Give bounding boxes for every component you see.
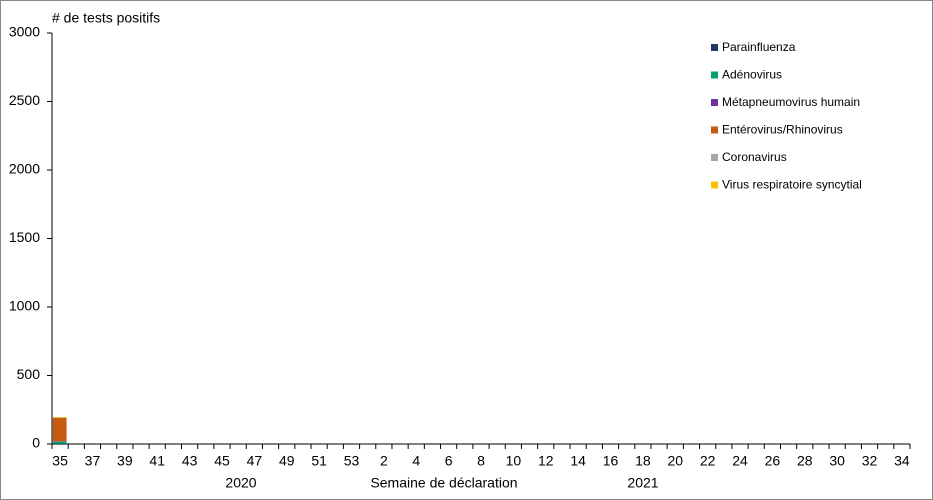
x-tick-label: 34 bbox=[894, 453, 910, 469]
x-tick-label: 30 bbox=[829, 453, 845, 469]
legend-label: Entérovirus/Rhinovirus bbox=[722, 123, 843, 137]
x-tick-label: 26 bbox=[765, 453, 781, 469]
x-tick-label: 20 bbox=[667, 453, 683, 469]
legend-label: Virus respiratoire syncytial bbox=[722, 178, 862, 192]
legend-swatch bbox=[711, 44, 718, 51]
x-tick-label: 24 bbox=[732, 453, 748, 469]
y-tick-label: 2000 bbox=[9, 161, 40, 177]
x-tick-label: 35 bbox=[52, 453, 68, 469]
x-axis-title: Semaine de déclaration bbox=[370, 475, 517, 491]
legend-label: Adénovirus bbox=[722, 68, 782, 82]
y-tick-label: 3000 bbox=[9, 24, 40, 40]
y-tick-label: 0 bbox=[32, 435, 40, 451]
x-tick-label: 2 bbox=[380, 453, 388, 469]
y-axis-title: # de tests positifs bbox=[52, 10, 160, 26]
x-tick-label: 32 bbox=[862, 453, 878, 469]
x-tick-label: 53 bbox=[344, 453, 360, 469]
x-tick-label: 51 bbox=[311, 453, 327, 469]
legend-label: Coronavirus bbox=[722, 150, 787, 164]
bar-segment bbox=[52, 417, 67, 418]
x-tick-label: 8 bbox=[477, 453, 485, 469]
x-tick-label: 43 bbox=[182, 453, 198, 469]
legend-swatch bbox=[711, 181, 718, 189]
x-tick-label: 28 bbox=[797, 453, 813, 469]
legend-swatch bbox=[711, 126, 718, 134]
x-tick-label: 39 bbox=[117, 453, 133, 469]
x-tick-label: 49 bbox=[279, 453, 295, 469]
y-tick-label: 2500 bbox=[9, 92, 40, 108]
x-tick-label: 10 bbox=[506, 453, 522, 469]
legend-label: Parainfluenza bbox=[722, 40, 796, 54]
x-tick-label: 6 bbox=[445, 453, 453, 469]
bar-segment bbox=[52, 417, 67, 442]
x-tick-label: 16 bbox=[603, 453, 619, 469]
x-tick-label: 37 bbox=[85, 453, 101, 469]
x-tick-label: 45 bbox=[214, 453, 230, 469]
legend-swatch bbox=[711, 71, 718, 79]
legend-swatch bbox=[711, 99, 718, 106]
y-tick-label: 1000 bbox=[9, 298, 40, 314]
legend-swatch bbox=[711, 154, 718, 161]
x-tick-label: 12 bbox=[538, 453, 554, 469]
y-tick-label: 1500 bbox=[9, 229, 40, 245]
bar-segment bbox=[52, 441, 67, 444]
x-group-label: 2020 bbox=[225, 475, 256, 491]
x-tick-label: 41 bbox=[149, 453, 165, 469]
x-group-label: 2021 bbox=[627, 475, 658, 491]
y-tick-label: 500 bbox=[17, 366, 41, 382]
x-tick-label: 47 bbox=[247, 453, 263, 469]
x-tick-label: 14 bbox=[570, 453, 586, 469]
x-tick-label: 22 bbox=[700, 453, 716, 469]
x-tick-label: 18 bbox=[635, 453, 651, 469]
legend-label: Métapneumovirus humain bbox=[722, 95, 860, 109]
x-tick-label: 4 bbox=[412, 453, 420, 469]
